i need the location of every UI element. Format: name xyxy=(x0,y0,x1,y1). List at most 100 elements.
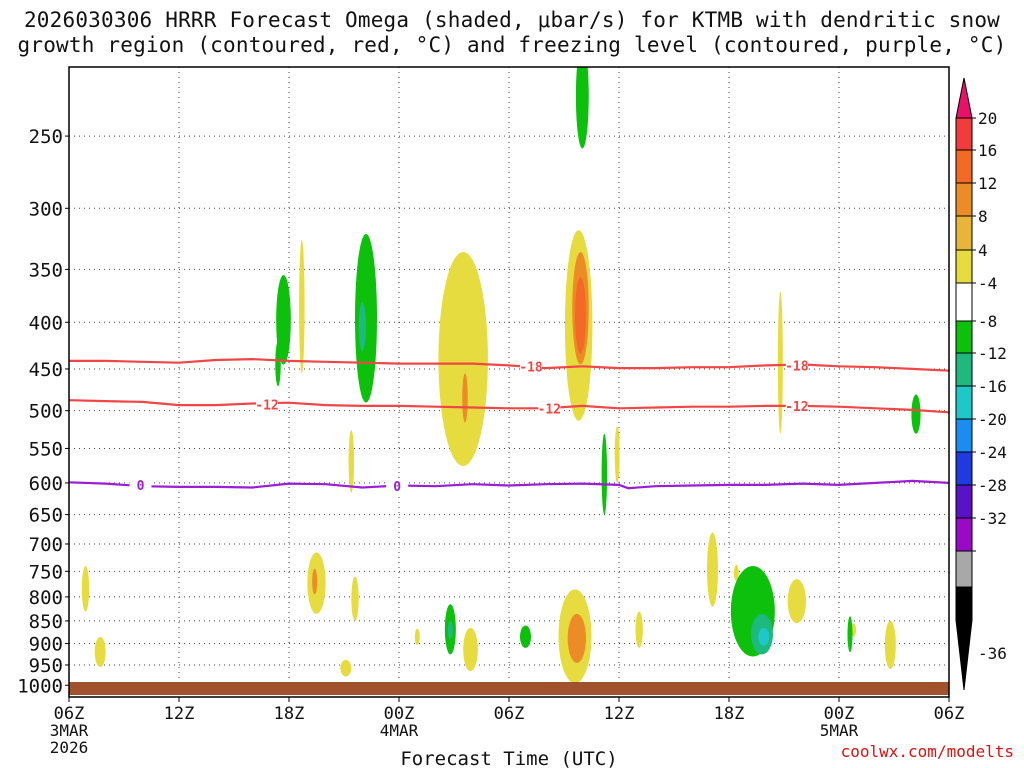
contour-label-bg xyxy=(520,359,542,374)
colorbar-label-7: -12 xyxy=(978,344,1007,363)
omega-region-pos-20 xyxy=(777,291,783,434)
contour-label-0: 0 xyxy=(393,480,401,495)
colorbar-bottom-arrow xyxy=(955,619,973,691)
omega-region-neg-30 xyxy=(601,433,608,515)
x-tick-label-12: 18Z xyxy=(274,704,305,724)
omega-region-neg-25 xyxy=(575,67,589,149)
contour-label-bg xyxy=(785,398,808,413)
contour-line-0-freezing xyxy=(69,479,949,490)
temperature-contours: -18 -18 -12 -12 -12 0 0 xyxy=(69,357,949,495)
contour-label-bg xyxy=(129,477,152,492)
omega-region-neg-36 xyxy=(758,627,770,646)
omega-region-pos-24 xyxy=(414,628,420,645)
colorbar-label-10: -24 xyxy=(978,443,1007,462)
x-tick-label-30: 12Z xyxy=(604,704,635,724)
omega-region-neg-37 xyxy=(847,616,853,653)
y-tick-label-700: 700 xyxy=(29,534,63,556)
colorbar-band-5 xyxy=(955,249,973,284)
x-tick-sublabel-18-0: 4MAR xyxy=(380,721,419,740)
x-tick-label-6: 12Z xyxy=(164,704,195,724)
colorbar-label-2: 12 xyxy=(978,174,997,193)
colorbar-label-6: -8 xyxy=(978,312,997,331)
credit-link[interactable]: coolwx.com/modelts xyxy=(841,742,1014,761)
y-tick-label-350: 350 xyxy=(29,259,63,281)
omega-region-neg-32 xyxy=(447,620,453,640)
x-tick-label-42: 00Z xyxy=(824,704,855,724)
colorbar-band-13 xyxy=(955,517,973,552)
y-tick-label-600: 600 xyxy=(29,473,63,495)
x-axis-label: Forecast Time (UTC) xyxy=(400,748,617,768)
contour-label-0: 0 xyxy=(137,479,145,494)
colorbar-band-14 xyxy=(955,550,973,588)
contour-label-bg xyxy=(785,358,808,373)
omega-shading xyxy=(81,67,921,684)
colorbar-band-11 xyxy=(955,451,973,486)
colorbar-label-4: 4 xyxy=(978,241,988,260)
colorbar-band-8 xyxy=(955,352,973,387)
omega-region-pos-15 xyxy=(463,627,478,672)
ground-surface-bar xyxy=(69,682,949,695)
omega-region-pos-17 xyxy=(635,611,643,648)
omega-region-pos-3 xyxy=(438,252,488,467)
omega-region-pos-9 xyxy=(299,240,305,374)
omega-region-pos-19 xyxy=(733,564,739,581)
contour-label-bg xyxy=(256,397,278,412)
contour-label-bg xyxy=(538,401,561,416)
colorbar-band-1 xyxy=(955,117,973,151)
colorbar-band-6 xyxy=(955,282,973,322)
colorbar-label-1: 16 xyxy=(978,141,997,160)
contour-label--12: -12 xyxy=(785,400,808,415)
colorbar-label-12: -32 xyxy=(978,509,1007,528)
colorbar-band-15 xyxy=(955,586,973,621)
omega-colorbar: 20 16 12 8 4 -4 -8 -12 -16 -20 -24 -28 -32 -36 xyxy=(955,77,1007,691)
colorbar-label-0: 20 xyxy=(978,109,997,128)
contour-label--12: -12 xyxy=(538,402,561,417)
y-tick-label-450: 450 xyxy=(29,359,63,381)
x-tick-label-36: 18Z xyxy=(714,704,745,724)
y-tick-label-900: 900 xyxy=(29,634,63,656)
y-tick-label-750: 750 xyxy=(29,561,63,583)
plot-area: -18 -18 -12 -12 -12 0 0 xyxy=(69,67,949,697)
omega-region-neg-33 xyxy=(520,625,531,648)
omega-region-pos-11 xyxy=(94,636,106,668)
y-tick-label-950: 950 xyxy=(29,655,63,677)
y-tick-label-500: 500 xyxy=(29,401,63,423)
x-tick-sublabel-42-0: 5MAR xyxy=(820,721,859,740)
omega-region-pos-8 xyxy=(312,568,318,595)
y-tick-label-650: 650 xyxy=(29,505,63,527)
colorbar-label-9: -20 xyxy=(978,410,1007,429)
y-tick-label-800: 800 xyxy=(29,587,63,609)
y-tick-label-250: 250 xyxy=(29,126,63,148)
omega-region-pos-23 xyxy=(884,620,896,670)
y-tick-label-300: 300 xyxy=(29,198,63,220)
contour-label--18: -18 xyxy=(785,359,809,374)
colorbar-band-4 xyxy=(955,215,973,251)
omega-region-pos-14 xyxy=(340,659,352,677)
omega-region-pos-2 xyxy=(575,277,586,354)
colorbar-band-12 xyxy=(955,484,973,519)
omega-region-pos-21 xyxy=(787,579,806,624)
colorbar-band-3 xyxy=(955,182,973,217)
colorbar-band-7 xyxy=(955,320,973,354)
colorbar-label-13: -36 xyxy=(978,644,1007,663)
y-tick-label-550: 550 xyxy=(29,438,63,460)
colorbar-label-8: -16 xyxy=(978,377,1007,396)
omega-region-pos-12 xyxy=(348,430,355,493)
y-axis: 2503003504004505005506006507007508008509… xyxy=(17,126,69,697)
y-tick-label-1000: 1000 xyxy=(17,675,63,697)
omega-region-pos-16 xyxy=(614,426,620,483)
colorbar-band-2 xyxy=(955,149,973,184)
colorbar-band-10 xyxy=(955,418,973,453)
colorbar-band-9 xyxy=(955,385,973,420)
y-tick-label-850: 850 xyxy=(29,611,63,633)
omega-region-pos-4 xyxy=(462,373,468,423)
colorbar-label-5: -4 xyxy=(978,274,997,293)
y-tick-label-400: 400 xyxy=(29,312,63,334)
chart-title-line-1: 2026030306 HRRR Forecast Omega (shaded, … xyxy=(23,8,1001,32)
colorbar-label-11: -28 xyxy=(978,476,1007,495)
grid-lines xyxy=(69,67,949,697)
omega-region-neg-27 xyxy=(358,301,367,351)
contour-label-bg xyxy=(386,479,409,494)
